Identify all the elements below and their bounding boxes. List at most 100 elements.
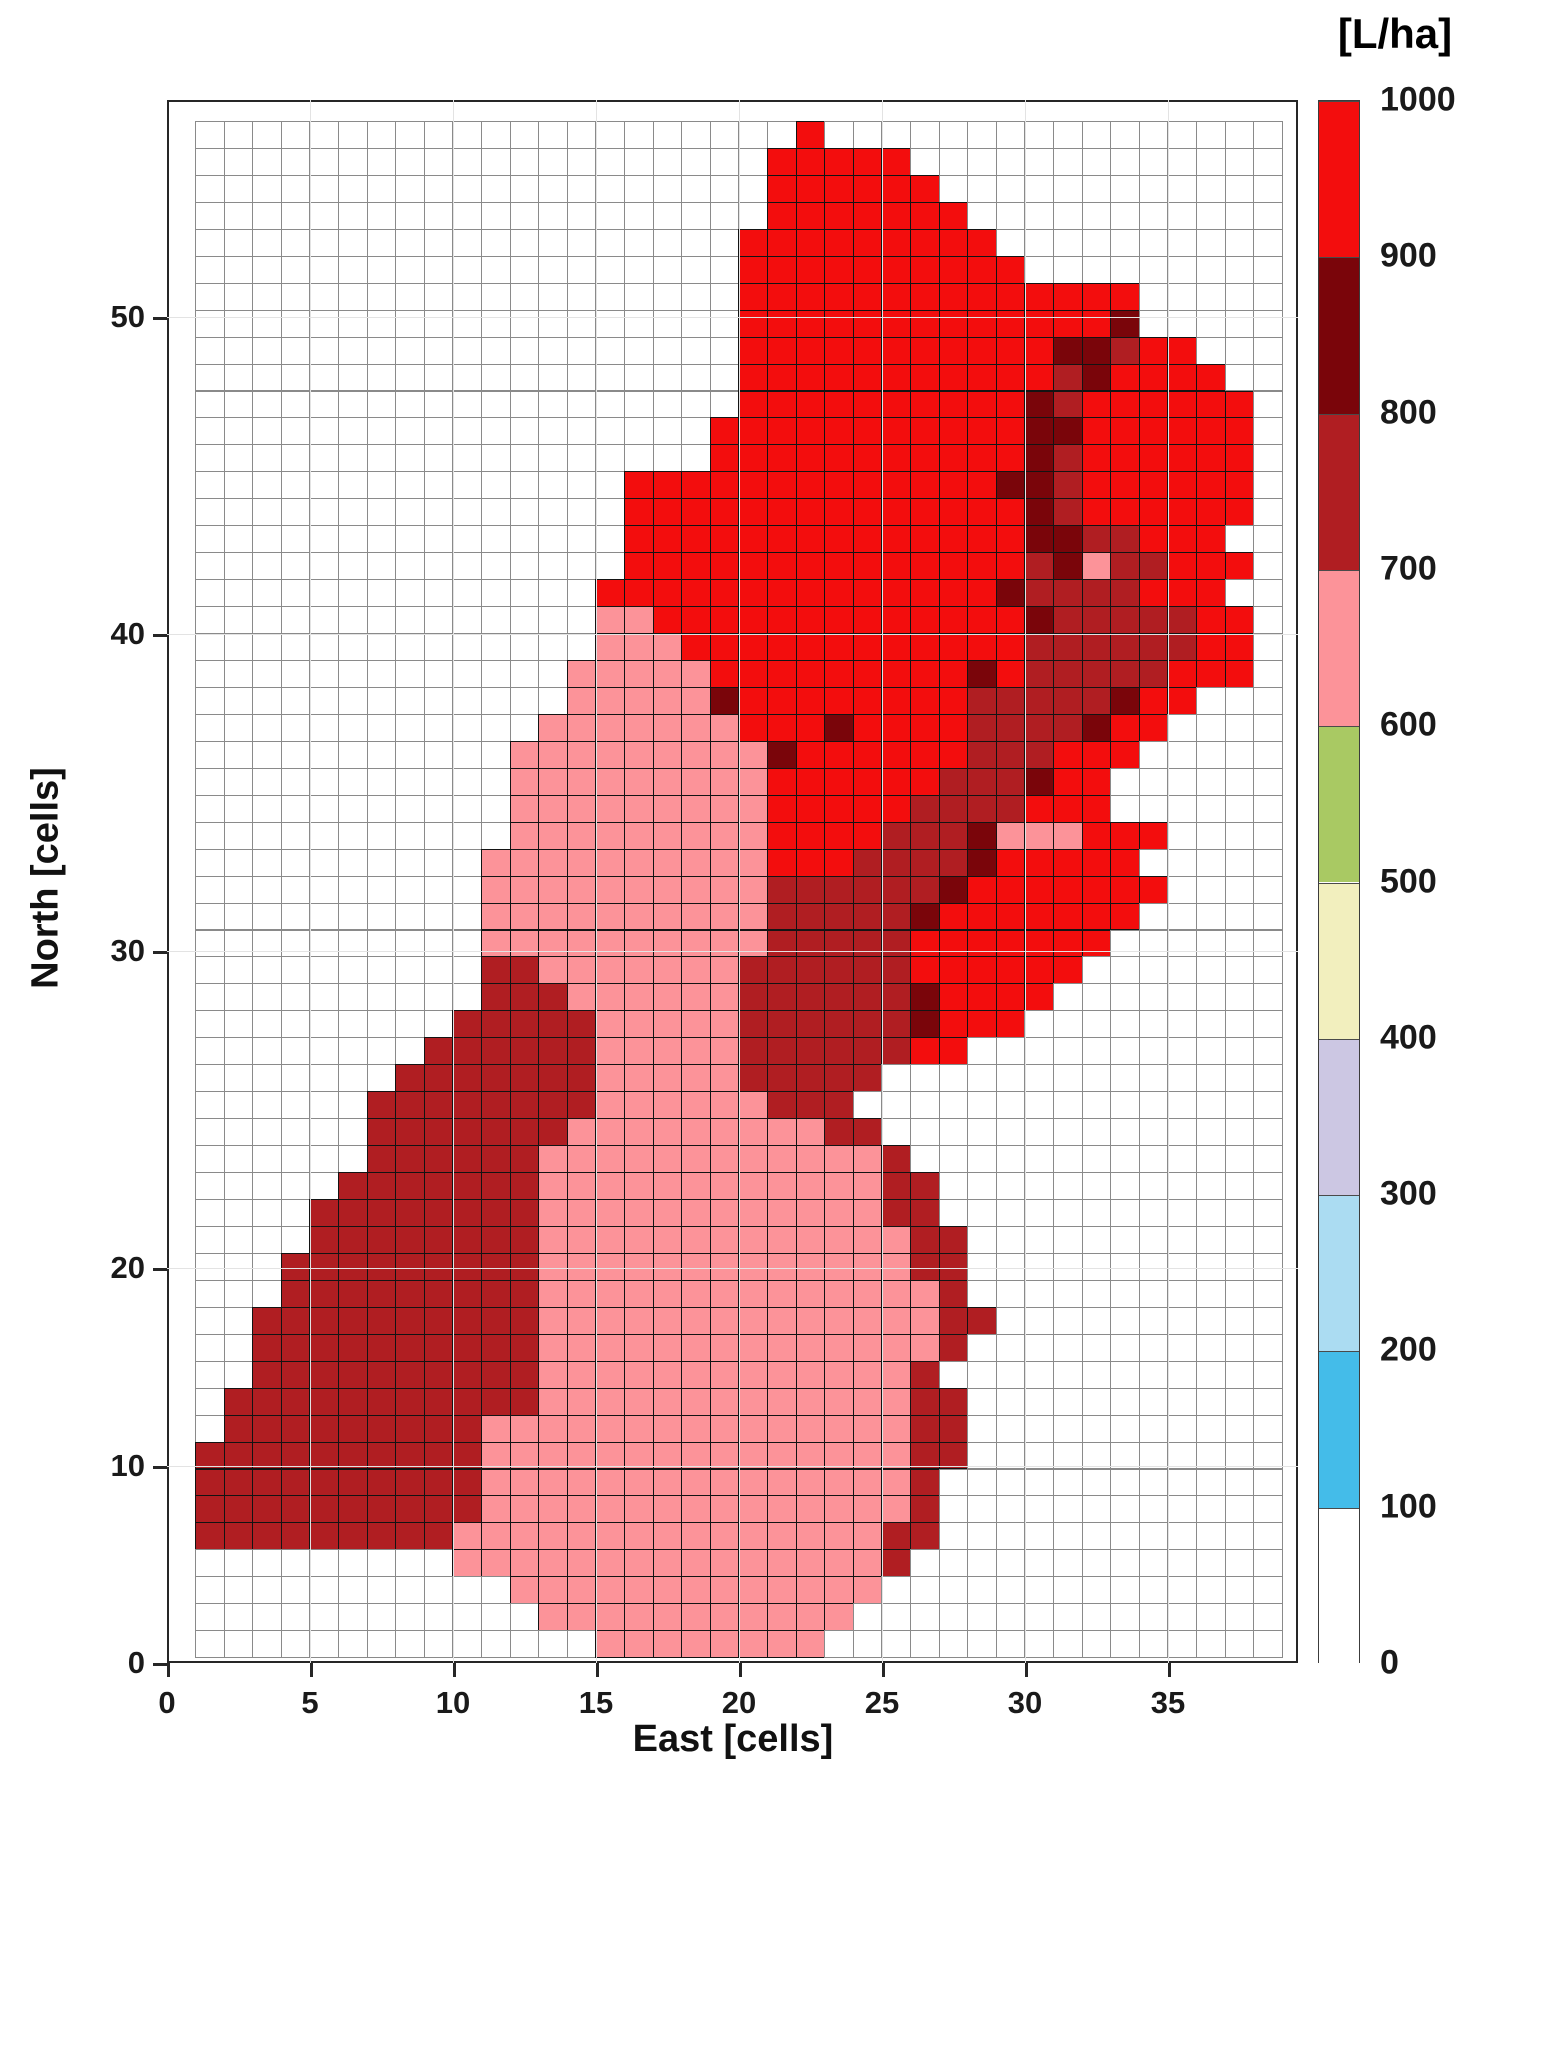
heatmap-cell [852, 417, 883, 446]
heatmap-cell [280, 1495, 311, 1524]
heatmap-cell [881, 444, 911, 473]
heatmap-cell [1081, 1199, 1112, 1227]
heatmap-cell [938, 336, 969, 365]
heatmap-cell [538, 767, 568, 796]
heatmap-cell [366, 1522, 397, 1551]
heatmap-cell [452, 1333, 482, 1362]
heatmap-cell [538, 660, 568, 688]
heatmap-cell [395, 309, 425, 338]
heatmap-cell [1196, 1037, 1226, 1066]
heatmap-cell [995, 794, 1026, 823]
heatmap-cell [795, 929, 826, 958]
heatmap-cell [1110, 201, 1140, 230]
heatmap-cell [910, 1118, 940, 1147]
heatmap-cell [223, 821, 254, 850]
heatmap-cell [595, 336, 625, 365]
heatmap-cell [767, 606, 797, 635]
heatmap-cell [881, 471, 911, 500]
heatmap-cell [195, 309, 225, 338]
heatmap-cell [938, 552, 969, 581]
heatmap-cell [681, 983, 711, 1012]
heatmap-cell [852, 740, 883, 769]
heatmap-cell [1053, 121, 1083, 149]
x-tick-mark [596, 1663, 599, 1677]
heatmap-cell [566, 1091, 597, 1120]
heatmap-cell [566, 498, 597, 527]
heatmap-cell [681, 1064, 711, 1093]
heatmap-cell [938, 525, 969, 554]
heatmap-cell [681, 363, 711, 392]
heatmap-cell [938, 1414, 969, 1443]
heatmap-cell [1081, 147, 1112, 176]
heatmap-cell [652, 767, 683, 796]
heatmap-cell [652, 1225, 683, 1254]
heatmap-cell [738, 794, 768, 823]
heatmap-cell [509, 686, 540, 715]
heatmap-cell [1224, 1091, 1255, 1120]
heatmap-cell [509, 147, 540, 176]
heatmap-cell [195, 1306, 225, 1335]
heatmap-cell [538, 794, 568, 823]
heatmap-cell [395, 228, 425, 257]
heatmap-cell [624, 525, 654, 554]
heatmap-cell [481, 902, 511, 931]
heatmap-cell [652, 363, 683, 392]
heatmap-cell [195, 552, 225, 581]
heatmap-cell [824, 767, 854, 796]
heatmap-cell [1138, 390, 1169, 419]
heatmap-cell [195, 875, 225, 904]
heatmap-cell [595, 1064, 625, 1093]
heatmap-cell [1024, 821, 1054, 850]
heatmap-cell [767, 552, 797, 581]
heatmap-cell [795, 174, 826, 203]
heatmap-cell [767, 848, 797, 877]
heatmap-cell [1196, 956, 1226, 985]
heatmap-cell [366, 1118, 397, 1147]
heatmap-cell [509, 1630, 540, 1659]
heatmap-cell [566, 1441, 597, 1470]
heatmap-cell [566, 1468, 597, 1497]
heatmap-cell [1167, 1414, 1197, 1443]
heatmap-cell [338, 336, 368, 365]
heatmap-cell [795, 875, 826, 904]
heatmap-cell [481, 875, 511, 904]
heatmap-cell [824, 875, 854, 904]
heatmap-cell [452, 686, 482, 715]
heatmap-cell [1253, 1010, 1283, 1039]
heatmap-cell [795, 417, 826, 446]
heatmap-cell [795, 498, 826, 527]
heatmap-cell [481, 1468, 511, 1497]
heatmap-cell [624, 390, 654, 419]
heatmap-cell [1167, 1630, 1197, 1659]
heatmap-cell [452, 821, 482, 850]
heatmap-cell [624, 1145, 654, 1174]
heatmap-cell [767, 1091, 797, 1120]
y-tick-mark [153, 951, 167, 954]
heatmap-cell [1253, 444, 1283, 473]
heatmap-cell [995, 1010, 1026, 1039]
heatmap-cell [423, 1495, 454, 1524]
heatmap-cell [309, 255, 339, 284]
heatmap-cell [738, 1549, 768, 1578]
heatmap-cell [280, 1225, 311, 1254]
heatmap-cell [280, 309, 311, 338]
heatmap-cell [824, 1252, 854, 1281]
x-tick-mark [882, 1663, 885, 1677]
heatmap-cell [452, 794, 482, 823]
heatmap-cell [709, 1630, 740, 1659]
heatmap-cell [223, 1064, 254, 1093]
heatmap-cell [481, 228, 511, 257]
heatmap-cell [1053, 1145, 1083, 1174]
heatmap-cell [1110, 147, 1140, 176]
heatmap-cell [1081, 1064, 1112, 1093]
heatmap-cell [366, 1576, 397, 1605]
heatmap-cell [995, 1387, 1026, 1416]
heatmap-cell [595, 525, 625, 554]
heatmap-cell [1253, 1603, 1283, 1632]
heatmap-cell [767, 1576, 797, 1605]
heatmap-cell [1224, 525, 1255, 554]
heatmap-cell [1196, 1630, 1226, 1659]
heatmap-cell [995, 174, 1026, 203]
heatmap-cell [509, 767, 540, 796]
heatmap-cell [795, 1172, 826, 1200]
